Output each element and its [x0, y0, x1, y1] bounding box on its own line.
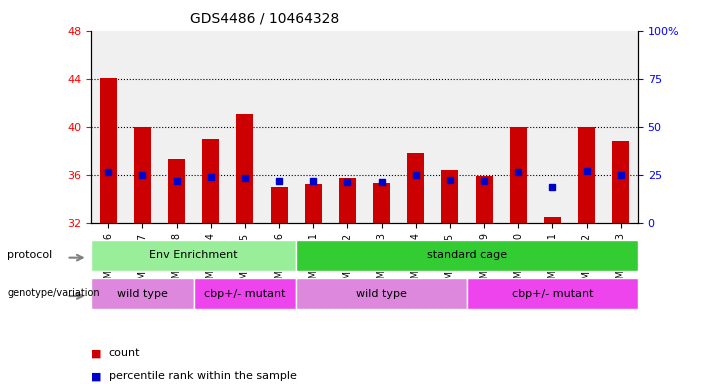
Text: count: count [109, 348, 140, 358]
Bar [442, 170, 458, 223]
Bar [271, 187, 287, 223]
FancyBboxPatch shape [467, 278, 638, 310]
FancyBboxPatch shape [91, 240, 297, 271]
Text: percentile rank within the sample: percentile rank within the sample [109, 371, 297, 381]
Text: GDS4486 / 10464328: GDS4486 / 10464328 [189, 12, 339, 25]
Text: ■: ■ [91, 348, 102, 358]
Bar [475, 176, 493, 223]
Bar [373, 183, 390, 223]
FancyBboxPatch shape [297, 240, 638, 271]
Text: standard cage: standard cage [427, 250, 507, 260]
Bar [236, 114, 254, 223]
Text: cbp+/- mutant: cbp+/- mutant [512, 289, 593, 299]
FancyBboxPatch shape [91, 278, 193, 310]
Text: ■: ■ [91, 371, 102, 381]
Text: wild type: wild type [117, 289, 168, 299]
Bar [612, 141, 629, 223]
Bar [578, 127, 595, 223]
Bar [544, 217, 561, 223]
Text: cbp+/- mutant: cbp+/- mutant [204, 289, 286, 299]
Bar [202, 139, 219, 223]
Bar [134, 127, 151, 223]
FancyBboxPatch shape [297, 278, 467, 310]
FancyBboxPatch shape [193, 278, 297, 310]
Bar [100, 78, 117, 223]
Text: Env Enrichment: Env Enrichment [149, 250, 238, 260]
Text: genotype/variation: genotype/variation [7, 288, 100, 298]
Bar [168, 159, 185, 223]
Bar [305, 184, 322, 223]
Text: wild type: wild type [356, 289, 407, 299]
Bar [339, 178, 356, 223]
Bar [407, 153, 424, 223]
Bar [510, 127, 527, 223]
Text: protocol: protocol [7, 250, 53, 260]
